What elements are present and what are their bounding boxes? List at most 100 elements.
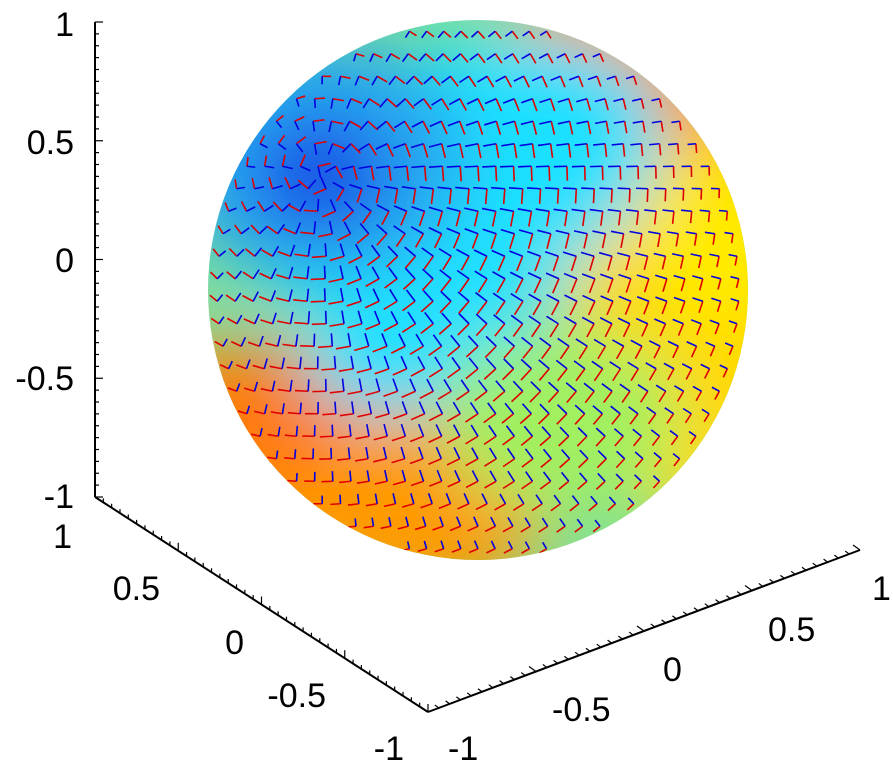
red-vector bbox=[733, 323, 738, 333]
blue-vector bbox=[358, 378, 363, 392]
blue-vector bbox=[271, 380, 276, 392]
red-vector bbox=[426, 30, 435, 38]
blue-vector bbox=[612, 339, 625, 347]
x-tick bbox=[628, 631, 634, 636]
blue-vector bbox=[630, 142, 642, 146]
blue-vector bbox=[272, 185, 283, 190]
red-vector bbox=[617, 211, 622, 226]
red-vector bbox=[465, 480, 479, 489]
red-vector bbox=[354, 345, 369, 352]
blue-vector bbox=[575, 338, 588, 347]
blue-vector bbox=[484, 120, 497, 126]
blue-vector bbox=[263, 358, 269, 369]
blue-vector bbox=[651, 120, 662, 124]
y-tick-labels: 1 0.5 0 -0.5 -1 bbox=[53, 518, 404, 768]
blue-vector bbox=[410, 493, 415, 504]
blue-vector bbox=[354, 518, 357, 527]
red-vector bbox=[329, 322, 345, 327]
red-vector bbox=[356, 367, 372, 374]
blue-vector bbox=[542, 448, 552, 460]
red-vector bbox=[380, 525, 392, 530]
blue-vector bbox=[375, 378, 381, 392]
red-vector bbox=[328, 277, 344, 283]
blue-vector bbox=[358, 143, 370, 152]
red-vector bbox=[447, 345, 461, 357]
blue-vector bbox=[263, 204, 274, 212]
red-vector bbox=[401, 390, 416, 399]
blue-vector bbox=[553, 494, 562, 505]
blue-vector bbox=[435, 53, 444, 62]
blue-vector bbox=[513, 75, 525, 82]
blue-vector bbox=[556, 142, 569, 147]
red-vector bbox=[512, 53, 520, 64]
red-vector bbox=[370, 166, 375, 181]
blue-vector bbox=[328, 121, 333, 133]
blue-vector bbox=[376, 165, 390, 169]
red-vector bbox=[676, 143, 680, 155]
red-vector bbox=[465, 368, 479, 380]
red-vector bbox=[689, 435, 697, 445]
blue-vector bbox=[688, 430, 697, 437]
red-vector bbox=[546, 233, 552, 249]
red-vector bbox=[329, 390, 345, 394]
blue-vector bbox=[710, 275, 721, 280]
red-vector bbox=[364, 300, 380, 309]
red-vector bbox=[243, 387, 255, 393]
red-vector bbox=[490, 233, 497, 249]
red-vector bbox=[599, 53, 605, 63]
red-vector bbox=[383, 300, 398, 311]
blue-vector bbox=[435, 401, 444, 415]
red-vector bbox=[246, 156, 249, 167]
blue-vector bbox=[404, 246, 417, 257]
red-vector bbox=[693, 233, 698, 246]
red-vector bbox=[653, 458, 662, 468]
red-vector bbox=[431, 75, 441, 87]
blue-vector bbox=[473, 249, 488, 257]
x-tick bbox=[466, 692, 472, 697]
red-vector bbox=[509, 211, 515, 227]
blue-vector bbox=[222, 228, 231, 235]
blue-vector bbox=[505, 425, 515, 437]
z-tick-label: 1 bbox=[55, 6, 74, 44]
blue-vector bbox=[423, 75, 433, 85]
blue-vector bbox=[428, 142, 442, 148]
blue-vector bbox=[437, 30, 445, 39]
red-vector bbox=[549, 323, 560, 338]
blue-vector bbox=[441, 312, 452, 325]
red-vector bbox=[432, 525, 444, 531]
blue-vector bbox=[471, 470, 479, 482]
blue-vector bbox=[367, 401, 373, 414]
blue-vector bbox=[671, 120, 680, 124]
red-vector bbox=[287, 479, 297, 483]
blue-vector bbox=[671, 252, 684, 258]
blue-vector bbox=[530, 381, 542, 392]
blue-vector bbox=[365, 447, 369, 459]
blue-vector bbox=[577, 427, 588, 437]
blue-vector bbox=[464, 207, 479, 213]
blue-vector bbox=[700, 363, 710, 370]
y-tick-label: -1 bbox=[374, 730, 404, 768]
red-vector bbox=[281, 154, 286, 167]
red-vector bbox=[335, 345, 351, 350]
z-tick-label: -1 bbox=[44, 478, 74, 516]
blue-vector bbox=[491, 186, 505, 190]
red-vector bbox=[592, 188, 596, 204]
red-vector bbox=[566, 390, 577, 404]
blue-vector bbox=[354, 75, 360, 86]
red-vector bbox=[374, 480, 388, 485]
blue-vector bbox=[651, 97, 660, 102]
blue-vector bbox=[592, 53, 601, 58]
red-vector bbox=[422, 143, 429, 158]
blue-vector bbox=[419, 186, 434, 190]
red-vector bbox=[556, 188, 560, 204]
blue-vector bbox=[475, 291, 488, 302]
red-vector bbox=[404, 255, 417, 269]
red-vector bbox=[267, 433, 279, 438]
x-tick bbox=[744, 585, 753, 591]
red-vector bbox=[626, 503, 635, 511]
red-vector bbox=[441, 166, 445, 182]
blue-vector bbox=[562, 251, 577, 258]
red-vector bbox=[428, 345, 443, 357]
red-vector bbox=[623, 121, 628, 134]
